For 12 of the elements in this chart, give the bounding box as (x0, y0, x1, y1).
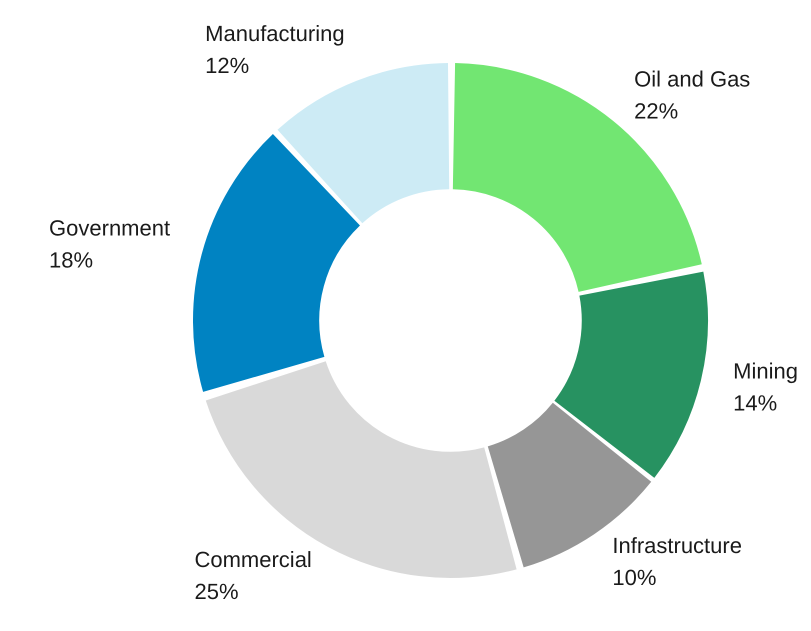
data-label: 10% (612, 564, 656, 590)
slice-label: Government (49, 216, 170, 241)
data-label: 12% (205, 53, 250, 78)
slice-label: Mining (733, 358, 798, 384)
data-label: 25% (194, 578, 239, 604)
data-label: 14% (733, 390, 778, 416)
slice-label: Commercial (194, 546, 312, 572)
data-label: 18% (49, 248, 94, 273)
slice-label: Manufacturing (205, 21, 345, 46)
data-label: 22% (634, 98, 678, 124)
slice-label: Infrastructure (612, 532, 742, 558)
slice-label: Oil and Gas (634, 66, 750, 92)
